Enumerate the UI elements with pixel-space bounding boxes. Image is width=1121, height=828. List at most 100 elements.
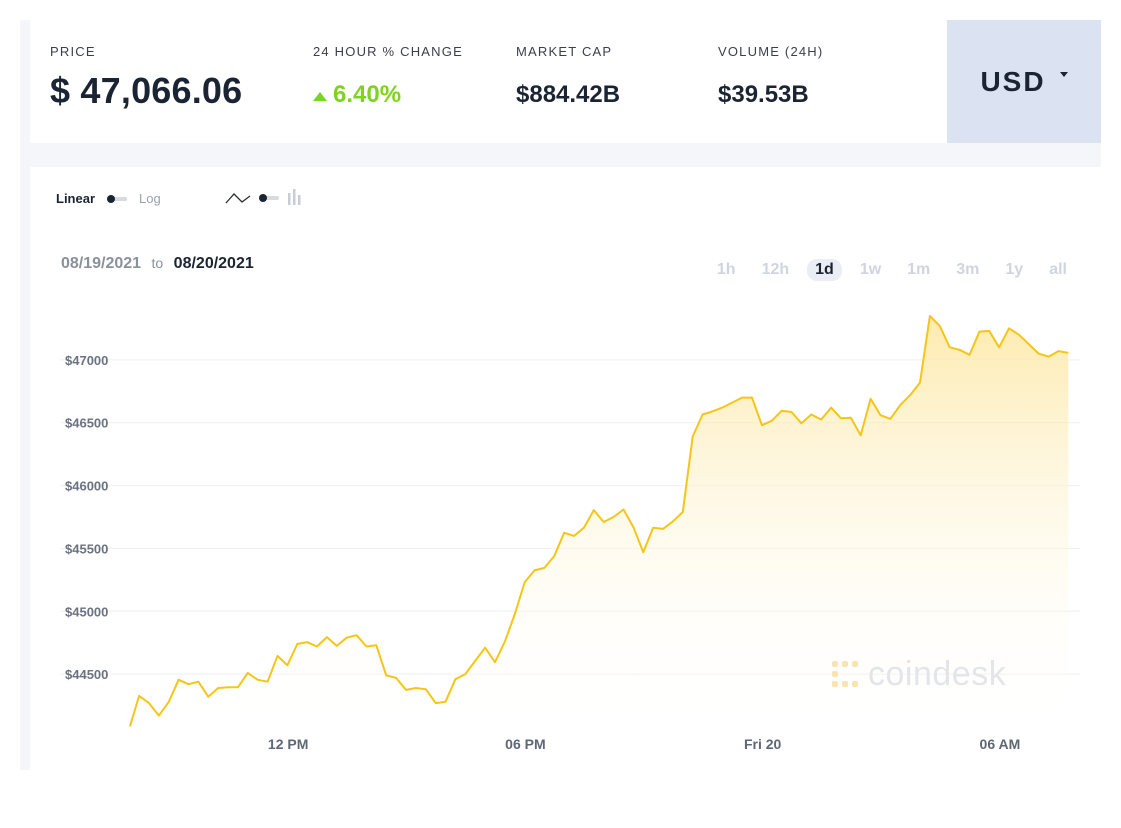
price-line [129, 314, 1069, 727]
price-point [591, 508, 596, 513]
chart-type-toggle [225, 189, 303, 207]
price-point [305, 640, 310, 645]
stats-bar: PRICE $ 47,066.06 24 HOUR % CHANGE 6.40%… [30, 20, 947, 143]
date-from[interactable]: 08/19/2021 [61, 255, 142, 272]
switch-track [263, 196, 279, 200]
x-tick-label: 06 PM [505, 736, 545, 752]
price-point [423, 687, 428, 692]
caret-down-icon [1059, 72, 1068, 77]
price-point [532, 568, 537, 573]
scale-linear-label[interactable]: Linear [56, 191, 96, 206]
volume-value: $39.53B [718, 81, 809, 108]
price-point [196, 679, 201, 684]
price-point [1007, 326, 1012, 331]
price-point [730, 400, 735, 405]
price-point [552, 554, 557, 559]
price-point [848, 415, 853, 420]
price-point [987, 328, 992, 333]
x-tick-label: 06 AM [980, 736, 1021, 752]
switch-knob [259, 194, 267, 202]
bar-chart-icon[interactable] [287, 189, 303, 207]
price-point [720, 405, 725, 410]
marketcap-stat: MARKET CAP $884.42B [516, 44, 620, 109]
price-point [819, 417, 824, 422]
price-point [789, 410, 794, 415]
price-point [255, 677, 260, 682]
price-point [315, 644, 320, 649]
price-point [394, 675, 399, 680]
range-1d-button[interactable]: 1d [807, 259, 842, 281]
volume-stat: VOLUME (24H) $39.53B [718, 44, 823, 109]
area-fill [130, 315, 1069, 737]
price-point [463, 672, 468, 677]
price-point [947, 345, 952, 350]
price-point [680, 510, 685, 515]
price-point [661, 526, 666, 531]
currency-select[interactable]: USD [947, 20, 1101, 143]
price-point [275, 653, 280, 658]
price-point [166, 699, 171, 704]
price-point [453, 677, 458, 682]
range-1w-button[interactable]: 1w [859, 261, 882, 278]
marketcap-value: $884.42B [516, 81, 621, 108]
price-point [128, 724, 133, 729]
price-point [156, 713, 161, 718]
price-point [354, 633, 359, 638]
price-point [147, 701, 152, 706]
price-point [512, 612, 517, 617]
price-point [967, 352, 972, 357]
range-1h-button[interactable]: 1h [716, 261, 736, 278]
price-point [651, 525, 656, 530]
range-all-button[interactable]: all [1049, 261, 1067, 278]
price-point [176, 677, 181, 682]
price-point [384, 673, 389, 678]
range-12h-button[interactable]: 12h [761, 261, 790, 278]
range-3m-button[interactable]: 3m [956, 261, 980, 278]
y-tick-label: $47000 [65, 353, 108, 368]
price-point [621, 507, 626, 512]
price-point [927, 313, 932, 318]
price-point [631, 525, 636, 530]
scale-log-label[interactable]: Log [139, 191, 161, 206]
price-point [502, 639, 507, 644]
price-point [641, 550, 646, 555]
price-point [937, 323, 942, 328]
price-point [265, 679, 270, 684]
price-point [690, 434, 695, 439]
switch-track [111, 196, 128, 201]
y-tick-label: $46500 [65, 416, 108, 431]
x-tick-label: 12 PM [268, 736, 308, 752]
scale-switch[interactable] [107, 194, 128, 203]
date-to[interactable]: 08/20/2021 [173, 255, 254, 272]
marketcap-label: MARKET CAP [516, 44, 613, 59]
price-point [977, 329, 982, 334]
y-tick-label: $45000 [65, 604, 108, 619]
price-point [839, 416, 844, 421]
range-1y-button[interactable]: 1y [1005, 261, 1024, 278]
chart-type-switch[interactable] [259, 194, 279, 202]
price-point [473, 658, 478, 663]
price-point [295, 642, 300, 647]
price-point [285, 663, 290, 668]
price-point [245, 670, 250, 675]
price-point [1026, 342, 1031, 347]
price-point [898, 403, 903, 408]
price-point [324, 635, 329, 640]
price-point [226, 685, 231, 690]
date-range: 08/19/2021 to 08/20/2021 [61, 255, 254, 273]
price-point [334, 643, 339, 648]
price-point [670, 519, 675, 524]
price-point [572, 533, 577, 538]
price-point [858, 433, 863, 438]
price-point [235, 685, 240, 690]
price-point [779, 408, 784, 413]
range-1m-button[interactable]: 1m [907, 261, 931, 278]
price-point [562, 530, 567, 535]
coindesk-logo-icon [832, 660, 858, 687]
area-path [130, 315, 1069, 737]
volume-label: VOLUME (24H) [718, 44, 824, 59]
price-point [799, 421, 804, 426]
line-chart-icon[interactable] [225, 190, 251, 206]
y-axis: $44500 $45000 $45500 $46000 $46500 $47000 [65, 353, 108, 682]
price-point [700, 412, 705, 417]
